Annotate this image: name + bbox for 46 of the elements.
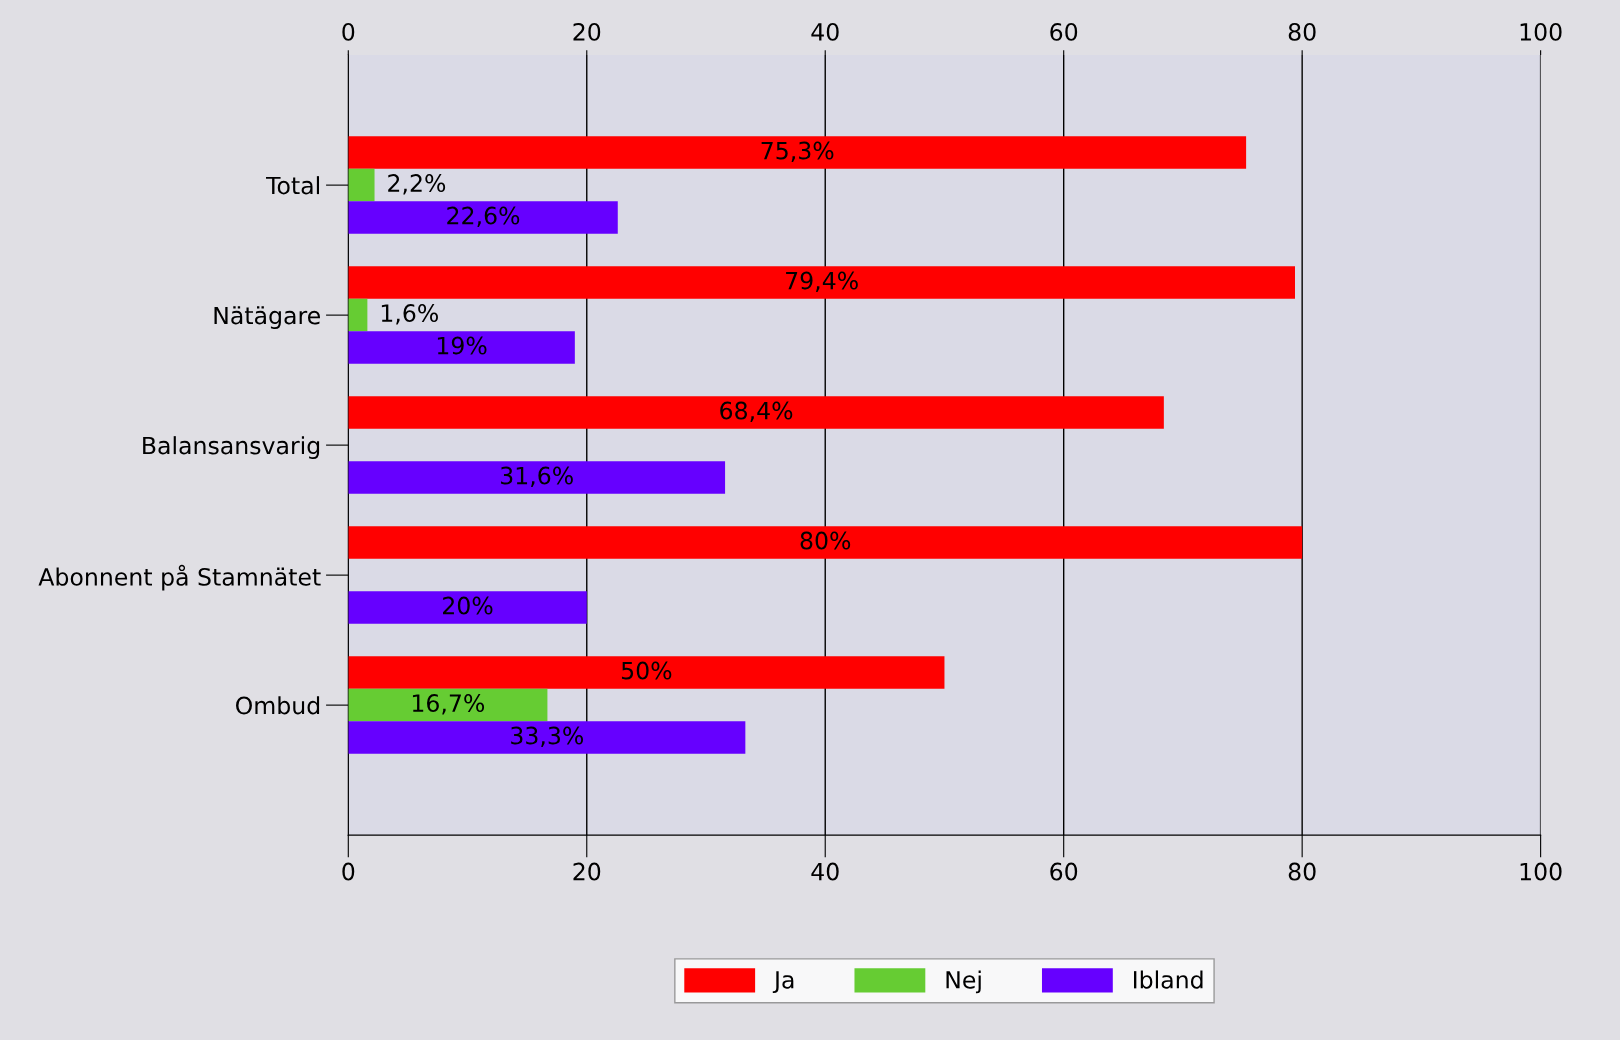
bar: [348, 298, 368, 332]
y-tick-label: Abonnent på Stamnätet: [38, 564, 321, 591]
data-label: 20%: [443, 596, 493, 615]
bar: [348, 396, 1164, 429]
x2-tick-label: 0: [342, 862, 355, 881]
data-label: 1,6%: [381, 304, 438, 325]
x-tick-label: 20: [573, 22, 601, 41]
data-label: 19%: [437, 336, 487, 355]
data-label: 79,4%: [786, 271, 858, 292]
bar: [348, 266, 1295, 299]
y-tick-label: Total: [266, 176, 319, 195]
x-tick-label: 60: [1050, 22, 1078, 41]
bar: [348, 591, 587, 624]
x2-tick-label: 80: [1288, 862, 1316, 881]
x-tick-label: 40: [811, 22, 839, 41]
data-label: 31,6%: [500, 466, 573, 487]
y-tick-label: Nätägare: [214, 306, 320, 329]
data-label: 33,3%: [511, 726, 584, 747]
bar: [348, 526, 1303, 559]
data-label: 80%: [800, 531, 851, 550]
x2-tick-label: 100: [1520, 862, 1562, 881]
bar: [348, 656, 945, 689]
x-tick-label: 100: [1520, 22, 1562, 41]
data-label: 68,4%: [720, 401, 793, 422]
y-tick-label: Ombud: [236, 696, 320, 715]
legend-label: Ja: [772, 971, 794, 994]
bar: [348, 461, 726, 494]
data-label: 22,6%: [447, 206, 520, 227]
legend-label: Ibland: [1134, 970, 1203, 989]
bar: [348, 688, 548, 722]
bar: [348, 721, 746, 754]
x2-tick-label: 20: [573, 862, 601, 881]
data-label: 50%: [621, 661, 672, 680]
x2-tick-label: 40: [811, 862, 839, 881]
data-label: 75,3%: [761, 141, 834, 162]
bar: [348, 168, 375, 202]
bar: [348, 331, 575, 364]
bar: [348, 201, 618, 234]
legend-label: Nej: [946, 970, 981, 994]
data-label: 2,2%: [388, 174, 446, 195]
y-tick-label: Balansansvarig: [143, 436, 320, 459]
x-tick-label: 0: [342, 22, 355, 41]
data-label: 16,7%: [412, 694, 485, 715]
bar: [348, 136, 1247, 169]
x2-tick-label: 60: [1050, 862, 1078, 881]
x-tick-label: 80: [1288, 22, 1316, 41]
